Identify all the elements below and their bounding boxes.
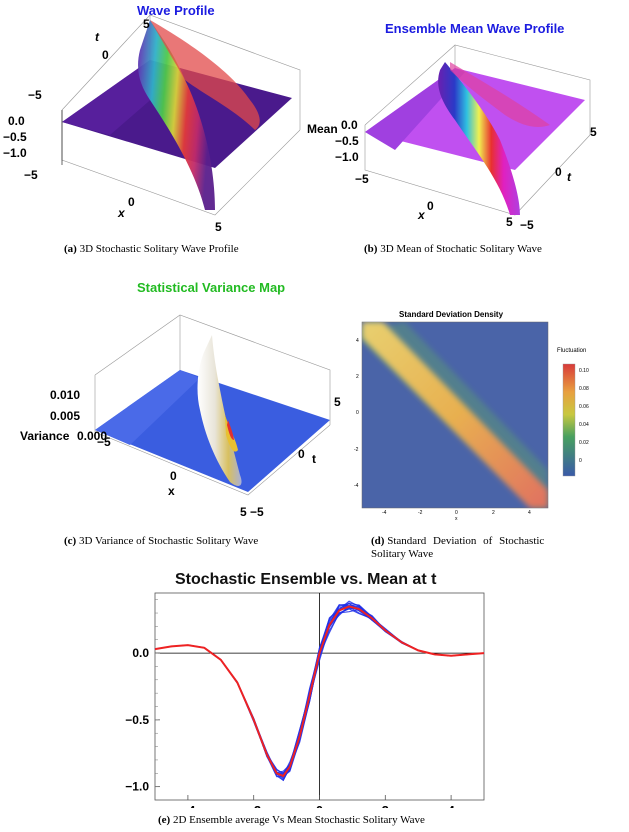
panel-a-title: Wave Profile [137,3,215,18]
panel-b-t-tick-2: −5 [520,218,534,232]
panel-d-y-tick-4: -4 [354,483,359,489]
panel-a-t-tick-low: −5 [28,88,42,102]
panel-d-x-label: x [455,516,458,522]
panel-d-y-tick-1: 2 [356,374,359,380]
panel-c-x-tick-1: 0 [170,469,177,483]
panel-d-caption-line1: Standard Deviation of Stochastic [387,535,545,547]
panel-e-caption-label: (e) [158,814,171,826]
mean-line [154,605,485,778]
panel-e-caption: (e) 2D Ensemble average Vs Mean Stochast… [158,814,425,826]
x-tick-label: 4 [447,803,455,808]
panel-a-t-label: t [95,30,99,44]
panel-d-legend-title: Fluctuation [557,348,587,354]
panel-d-title: Standard Deviation Density [399,310,504,319]
panel-a-caption-label: (a) [64,243,77,255]
panel-c-z-tick-0: 0.010 [50,388,81,402]
y-tick-label: 0.0 [132,646,149,660]
panel-c-z-label: Variance [20,429,70,443]
panel-d-caption-line2: Solitary Wave [371,548,434,560]
panel-d-x-tick-4: 4 [528,510,531,516]
panel-d-caption-label: (d) [371,535,385,547]
panel-a-caption-text: 3D Stochastic Solitary Wave Profile [79,243,239,255]
panel-b-title: Ensemble Mean Wave Profile [385,21,565,36]
panel-a-z-tick-2: −1.0 [3,146,27,160]
panel-c-t-tick-2: −5 [250,505,264,519]
x-tick-label: 0 [316,803,323,808]
panel-b-x-label: x [418,208,425,222]
panel-b-x-tick-1: 0 [427,199,434,213]
panel-d-x-tick-3: 2 [492,510,495,516]
panel-c-z-tick-1: 0.005 [50,409,81,423]
panel-b-x-tick-2: 5 [506,215,513,229]
panel-c-x-tick-0: −5 [97,435,111,449]
panel-d-x-tick-0: -4 [382,510,387,516]
panel-a-t-tick-mid: 0 [102,48,109,62]
panel-b-surface [364,44,591,216]
panel-b-x-tick-0: −5 [355,172,369,186]
panel-c-variance-map: Statistical Variance Map 0.010 0.005 Var… [0,270,345,560]
panel-e-ensemble-vs-mean: Stochastic Ensemble vs. Mean at t −4 −2 0 2… [0,568,629,832]
panel-c-caption-label: (c) [64,535,77,547]
panel-d-std-density: Standard Deviation Density Fl [345,300,629,565]
panel-d-y-tick-0: 4 [356,338,359,344]
panel-c-z-tick-2: 0.000 [77,429,108,443]
panel-d-caption: (d) Standard Deviation of Stochastic Sol… [371,535,544,561]
panel-d-y-tick-2: 0 [356,410,359,416]
panel-a-x-tick-2: 5 [215,220,222,234]
panel-e-caption-text: 2D Ensemble average Vs Mean Stochastic S… [172,814,425,826]
panel-b-caption-text: 3D Mean of Stochatic Solitary Wave [380,243,542,255]
panel-b-mean-profile: Ensemble Mean Wave Profile Mean 0.0 −0.5… [307,0,629,265]
y-tick-label: −0.5 [125,713,149,727]
panel-a-surface [61,14,301,216]
panel-c-title: Statistical Variance Map [137,280,286,295]
panel-c-t-tick-1: 0 [298,447,305,461]
panel-a-z-tick-0: 0.0 [8,114,25,128]
panel-d-density-plot [361,321,576,509]
panel-b-caption: (b) 3D Mean of Stochatic Solitary Wave [364,243,542,255]
panel-a-caption: (a) 3D Stochastic Solitary Wave Profile [64,243,239,255]
panel-d-legend-tick-0: 0.10 [579,368,589,374]
panel-b-z-tick-1: −0.5 [335,134,359,148]
x-tick-label: −4 [180,803,196,808]
panel-b-z-tick-0: 0.0 [341,118,358,132]
x-tick-label: 2 [382,803,389,808]
panel-d-caption-line1-wrap: (d) Standard Deviation of Stochastic [371,535,544,548]
y-tick-label: −1.0 [125,780,149,794]
x-tick-label: −2 [246,803,261,808]
panel-d-x-tick-2: 0 [455,510,458,516]
panel-e-title: Stochastic Ensemble vs. Mean at t [175,571,437,588]
panel-d-legend-tick-3: 0.04 [579,422,589,428]
panel-c-t-label: t [312,452,316,466]
panel-a-x-label: x [118,206,125,220]
panel-e-line-chart: −4 −2 0 2 4 0.0 −0.5 −1.0 [125,592,485,808]
panel-d-legend-tick-1: 0.08 [579,386,589,392]
panel-b-caption-label: (b) [364,243,378,255]
panel-d-y-tick-3: -2 [354,447,359,453]
panel-d-legend-tick-4: 0.02 [579,440,589,446]
panel-b-t-tick-1: 0 [555,165,562,179]
panel-c-t-tick-0: 5 [334,395,341,409]
panel-d-legend-tick-5: 0 [579,458,582,464]
panel-a-x-tick-1: 0 [128,195,135,209]
panel-c-x-label: x [168,484,175,498]
panel-b-z-tick-2: −1.0 [335,150,359,164]
panel-a-x-tick-0: −5 [24,168,38,182]
panel-a-t-tick-top: 5 [143,17,150,31]
panel-c-surface [94,314,331,496]
panel-c-caption: (c) 3D Variance of Stochastic Solitary W… [64,535,258,547]
panel-a-z-tick-1: −0.5 [3,130,27,144]
panel-c-caption-text: 3D Variance of Stochastic Solitary Wave [78,535,259,547]
panel-b-t-tick-0: 5 [590,125,597,139]
panel-b-t-label: t [567,170,571,184]
panel-b-z-label: Mean [307,122,338,136]
panel-a-wave-profile: Wave Profile t 5 0 [0,0,315,265]
panel-d-legend-tick-2: 0.06 [579,404,589,410]
panel-c-x-tick-2: 5 [240,505,247,519]
panel-d-x-tick-1: -2 [418,510,423,516]
